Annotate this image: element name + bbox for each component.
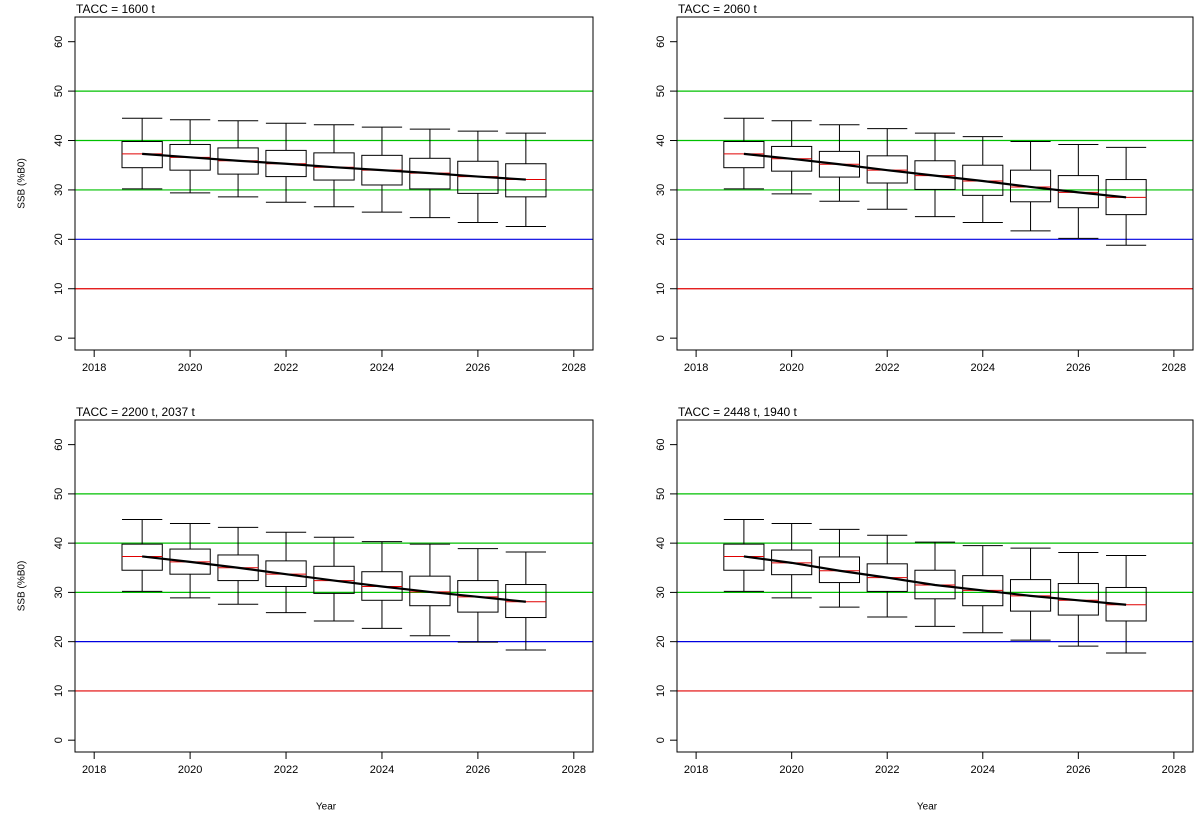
y-tick-label: 60	[53, 36, 65, 48]
chart-title: TACC = 2200 t, 2037 t	[76, 405, 196, 419]
x-tick-label: 2020	[779, 362, 803, 374]
x-tick-label: 2018	[82, 764, 106, 776]
median-line	[142, 152, 526, 181]
y-tick-label: 30	[655, 586, 667, 598]
box	[723, 141, 765, 169]
plot-frame	[74, 419, 594, 753]
plot-frame	[676, 16, 1194, 351]
y-tick-label: 30	[53, 586, 65, 598]
y-tick-label: 60	[655, 439, 667, 451]
x-tick-label: 2028	[1162, 764, 1186, 776]
median-line	[743, 555, 1127, 606]
x-tick-label: 2018	[82, 362, 106, 374]
y-tick-label: 50	[53, 488, 65, 500]
box	[818, 556, 861, 584]
y-tick-label: 0	[53, 737, 65, 743]
x-tick-label: 2026	[1066, 362, 1090, 374]
x-tick-label: 2026	[466, 764, 490, 776]
x-tick-label: 2022	[875, 362, 899, 374]
x-tick-label: 2024	[971, 362, 995, 374]
x-tick-label: 2022	[875, 764, 899, 776]
x-axis-label: Year	[316, 802, 337, 813]
y-tick-label: 50	[53, 85, 65, 97]
y-tick-label: 0	[53, 335, 65, 341]
x-tick-label: 2018	[684, 764, 708, 776]
x-tick-label: 2022	[274, 764, 298, 776]
chart-title: TACC = 2448 t, 1940 t	[678, 405, 798, 419]
box	[505, 163, 547, 198]
x-tick-label: 2024	[971, 764, 995, 776]
y-tick-label: 10	[53, 685, 65, 697]
x-axis-label: Year	[917, 802, 938, 813]
x-tick-label: 2026	[1066, 764, 1090, 776]
chart-title: TACC = 2060 t	[678, 2, 757, 16]
x-tick-label: 2026	[466, 362, 490, 374]
box	[866, 155, 908, 184]
x-tick-label: 2028	[562, 764, 586, 776]
box	[962, 164, 1004, 196]
y-tick-label: 0	[655, 737, 667, 743]
y-tick-label: 30	[53, 184, 65, 196]
y-tick-label: 10	[655, 685, 667, 697]
box	[1057, 175, 1099, 209]
box	[1009, 169, 1052, 203]
y-tick-label: 10	[655, 283, 667, 295]
y-axis-label: SSB (%B0)	[17, 158, 28, 209]
y-tick-label: 20	[53, 233, 65, 245]
x-tick-label: 2028	[562, 362, 586, 374]
y-tick-label: 40	[655, 134, 667, 146]
x-tick-label: 2024	[370, 362, 394, 374]
y-tick-label: 40	[655, 537, 667, 549]
x-tick-label: 2022	[274, 362, 298, 374]
median-line	[743, 152, 1127, 199]
x-tick-label: 2020	[178, 362, 202, 374]
box	[409, 575, 451, 607]
plot-frame	[74, 16, 594, 351]
y-tick-label: 10	[53, 283, 65, 295]
y-tick-label: 30	[655, 184, 667, 196]
y-axis-label: SSB (%B0)	[17, 561, 28, 612]
y-tick-label: 60	[53, 439, 65, 451]
y-tick-label: 20	[53, 636, 65, 648]
y-tick-label: 50	[655, 85, 667, 97]
box	[121, 543, 163, 571]
box	[505, 584, 547, 619]
x-tick-label: 2024	[370, 764, 394, 776]
median-line	[142, 555, 526, 603]
x-tick-label: 2020	[178, 764, 202, 776]
y-tick-label: 40	[53, 537, 65, 549]
box	[723, 543, 765, 571]
y-tick-label: 20	[655, 636, 667, 648]
y-tick-label: 20	[655, 233, 667, 245]
x-tick-label: 2028	[1162, 362, 1186, 374]
box	[313, 565, 355, 594]
y-tick-label: 40	[53, 134, 65, 146]
y-tick-label: 0	[655, 335, 667, 341]
chart-title: TACC = 1600 t	[76, 2, 155, 16]
x-tick-label: 2018	[684, 362, 708, 374]
plot-frame	[676, 419, 1194, 753]
y-tick-label: 50	[655, 488, 667, 500]
x-tick-label: 2020	[779, 764, 803, 776]
y-tick-label: 60	[655, 36, 667, 48]
